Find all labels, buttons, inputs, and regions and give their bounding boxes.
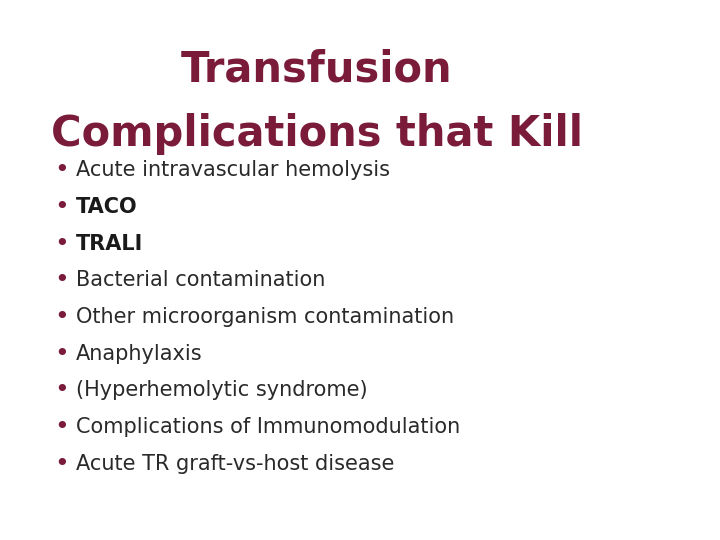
Text: •: • (54, 305, 68, 329)
Text: TACO: TACO (76, 197, 138, 217)
Text: •: • (54, 415, 68, 439)
Text: (Hyperhemolytic syndrome): (Hyperhemolytic syndrome) (76, 380, 367, 401)
Text: Other microorganism contamination: Other microorganism contamination (76, 307, 454, 327)
Text: TRALI: TRALI (76, 233, 143, 254)
Text: Complications that Kill: Complications that Kill (51, 113, 582, 156)
Text: Transfusion: Transfusion (181, 49, 453, 91)
Text: •: • (54, 158, 68, 182)
Text: •: • (54, 342, 68, 366)
Text: Bacterial contamination: Bacterial contamination (76, 270, 325, 291)
Text: Anaphylaxis: Anaphylaxis (76, 343, 202, 364)
Text: •: • (54, 379, 68, 402)
Text: Complications of Immunomodulation: Complications of Immunomodulation (76, 417, 460, 437)
Text: •: • (54, 268, 68, 292)
Text: •: • (54, 195, 68, 219)
Text: Acute intravascular hemolysis: Acute intravascular hemolysis (76, 160, 390, 180)
Text: Acute TR graft-vs-host disease: Acute TR graft-vs-host disease (76, 454, 394, 474)
Text: •: • (54, 232, 68, 255)
Text: •: • (54, 452, 68, 476)
